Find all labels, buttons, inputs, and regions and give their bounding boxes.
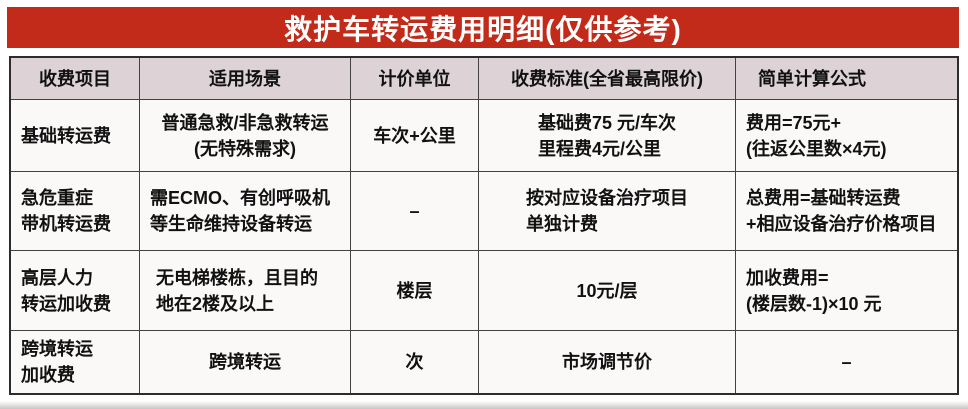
header-cell-scene: 适用场景 <box>140 58 351 100</box>
cell-line: – <box>409 201 420 221</box>
cell-line: 等生命维持设备转运 <box>150 214 312 234</box>
cell-formula: 加收费用= (楼层数-1)×10 元 <box>736 251 957 331</box>
cell-unit: 楼层 <box>351 251 479 331</box>
cell-formula: 费用=75元+ (往返公里数×4元) <box>736 100 957 172</box>
cell-line: 总费用=基础转运费 <box>746 188 901 208</box>
cell-line: 单独计费 <box>526 214 598 234</box>
cell-line: 次 <box>405 352 424 372</box>
cell-line: 基础费75 元/车次 <box>537 112 677 133</box>
page-title: 救护车转运费用明细(仅供参考) <box>284 13 682 45</box>
cell-line: 加收费 <box>21 365 75 385</box>
cell-line: 市场调节价 <box>562 352 652 372</box>
header-cell-unit: 计价单位 <box>351 58 479 100</box>
cell-line: 急危重症 <box>21 188 93 208</box>
cell-line: 地在2楼及以上 <box>156 293 275 314</box>
cell-line: (往返公里数×4元) <box>746 138 887 159</box>
header-label: 计价单位 <box>378 68 451 89</box>
cell-line: (无特殊需求) <box>193 138 296 159</box>
cell-line: 跨境转运 <box>209 352 281 372</box>
cell-scene: 需ECMO、有创呼吸机 等生命维持设备转运 <box>140 172 351 251</box>
cell-scene: 普通急救/非急救转运 (无特殊需求) <box>140 100 351 172</box>
cell-formula: 总费用=基础转运费 +相应设备治疗价格项目 <box>736 172 957 251</box>
fee-table: 收费项目 适用场景 计价单位 收费标准(全省最高限价) 简单计算公式 基础转运费… <box>9 56 959 395</box>
page-bottom-shade <box>0 401 968 409</box>
cell-line: 里程费4元/公里 <box>537 138 661 159</box>
header-label: 收费项目 <box>39 68 111 89</box>
cell-line: 车次+公里 <box>373 125 456 146</box>
header-cell-item: 收费项目 <box>11 58 140 100</box>
cell-standard: 市场调节价 <box>479 331 736 393</box>
cell-standard: 按对应设备治疗项目 单独计费 <box>479 172 736 251</box>
cell-line: 高层人力 <box>21 267 93 288</box>
cell-unit: 次 <box>351 331 479 393</box>
cell-scene: 跨境转运 <box>140 331 351 393</box>
cell-standard: 基础费75 元/车次 里程费4元/公里 <box>479 100 736 172</box>
cell-standard: 10元/层 <box>479 251 736 331</box>
cell-line: (楼层数-1)×10 元 <box>746 293 882 314</box>
header-cell-formula: 简单计算公式 <box>736 58 957 100</box>
cell-line: 跨境转运 <box>21 339 93 359</box>
cell-line: – <box>841 352 852 372</box>
cell-scene: 无电梯楼栋，且目的 地在2楼及以上 <box>140 251 351 331</box>
cell-line: 无电梯楼栋，且目的 <box>156 267 318 288</box>
cell-item: 急危重症 带机转运费 <box>11 172 140 251</box>
header-cell-standard: 收费标准(全省最高限价) <box>479 58 736 100</box>
cell-unit: – <box>351 172 479 251</box>
cell-line: 楼层 <box>396 280 433 301</box>
header-label: 收费标准(全省最高限价) <box>511 68 703 89</box>
cell-formula: – <box>736 331 957 393</box>
cell-line: 加收费用= <box>746 267 829 288</box>
cell-unit: 车次+公里 <box>351 100 479 172</box>
cell-item: 基础转运费 <box>11 100 140 172</box>
header-label: 简单计算公式 <box>758 68 866 89</box>
cell-item: 跨境转运 加收费 <box>11 331 140 393</box>
title-banner: 救护车转运费用明细(仅供参考) <box>7 7 959 48</box>
cell-line: 转运加收费 <box>21 293 111 314</box>
header-label: 适用场景 <box>209 68 281 89</box>
cell-item: 高层人力 转运加收费 <box>11 251 140 331</box>
cell-line: 费用=75元+ <box>746 112 842 133</box>
cell-line: 需ECMO、有创呼吸机 <box>150 188 330 208</box>
cell-line: 基础转运费 <box>21 125 111 146</box>
cell-line: 带机转运费 <box>21 214 111 234</box>
cell-line: 按对应设备治疗项目 <box>526 188 688 208</box>
cell-line: 普通急救/非急救转运 <box>161 112 329 133</box>
cell-line: +相应设备治疗价格项目 <box>746 214 937 234</box>
cell-line: 10元/层 <box>576 280 638 301</box>
